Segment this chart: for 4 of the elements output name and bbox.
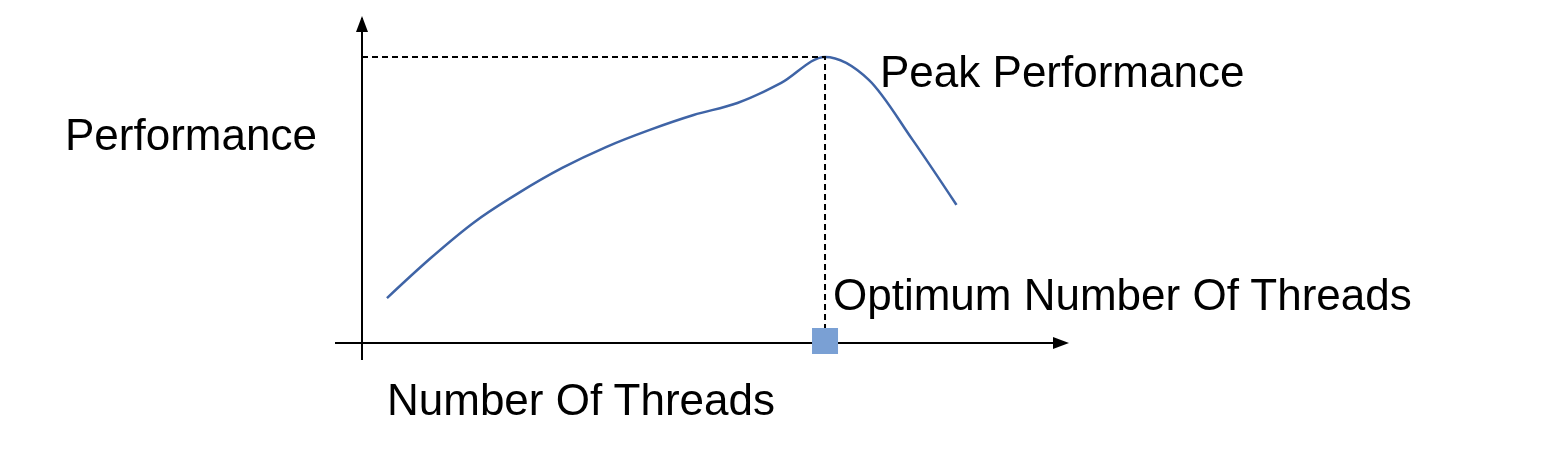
annotation: Peak Performance xyxy=(880,46,1245,96)
x-axis-title: Number Of Threads xyxy=(387,375,776,424)
annotation: Optimum Number Of Threads xyxy=(833,270,1412,319)
y-axis-title: Performance xyxy=(65,110,317,159)
